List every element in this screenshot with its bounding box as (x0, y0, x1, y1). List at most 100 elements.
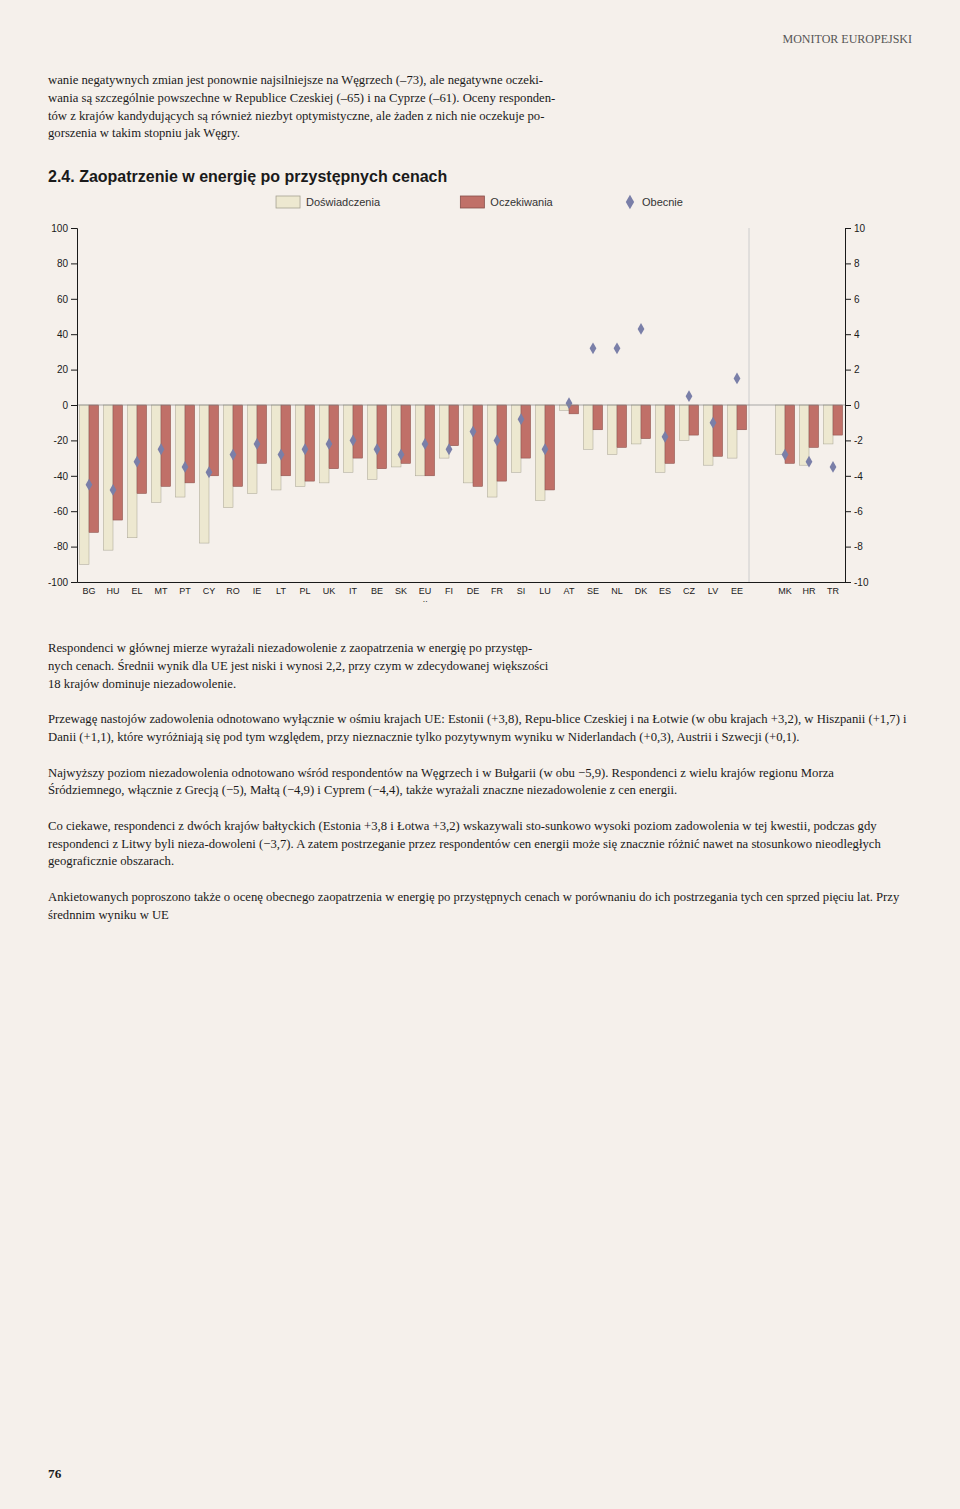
tick-label: SK (395, 586, 407, 596)
tick: DE (467, 582, 480, 596)
bar (487, 405, 497, 497)
tick-label: NL (611, 586, 623, 596)
tick-label: IE (253, 586, 262, 596)
tick-mark (845, 299, 851, 300)
tick-label: -10 (854, 577, 869, 588)
point (206, 466, 213, 478)
text-line: nych cenach. Średnii wynik dla UE jest n… (48, 658, 912, 676)
bar (511, 405, 521, 472)
bar (473, 405, 483, 486)
tick: LT (276, 582, 286, 596)
tick: 100 (51, 223, 77, 234)
zero-line (77, 405, 845, 406)
tick-label: 8 (854, 258, 860, 269)
bar (799, 405, 809, 465)
tick-mark (71, 370, 77, 371)
bar (353, 405, 363, 458)
tick: EU∙∙ (419, 582, 432, 606)
tick-label: LU (539, 586, 551, 596)
y-axis: -100-80-60-40-20020406080100 (48, 223, 78, 588)
tick-mark (71, 263, 77, 264)
tick: SI (517, 582, 526, 596)
axis-line (71, 229, 78, 583)
bar (727, 405, 737, 458)
marks (79, 323, 842, 564)
tick-mark (71, 299, 77, 300)
axis-line (846, 229, 852, 583)
tick-label: BE (371, 586, 383, 596)
legend-swatch (460, 196, 484, 208)
bar (247, 405, 257, 494)
tick: 0 (845, 400, 860, 411)
point (686, 390, 693, 402)
tick-mark (71, 228, 77, 229)
tick-label: DK (635, 586, 648, 596)
tick-label: 100 (51, 223, 68, 234)
point (830, 461, 837, 473)
point (86, 479, 93, 491)
tick: -60 (54, 506, 77, 517)
tick-label: 80 (57, 258, 69, 269)
point (182, 461, 189, 473)
tick-label: RO (226, 586, 240, 596)
tick: CZ (683, 582, 695, 596)
tick: SE (587, 582, 599, 596)
tick: 4 (845, 329, 860, 340)
tick-mark (845, 228, 851, 229)
bar (631, 405, 641, 444)
text-line: wanie negatywnych zmian jest ponownie na… (48, 72, 912, 90)
point (422, 438, 429, 450)
bar-series (89, 405, 843, 532)
tick-label: -40 (54, 471, 69, 482)
bar (295, 405, 305, 486)
tick-label: CZ (683, 586, 695, 596)
point (374, 443, 381, 455)
legend-swatch (276, 196, 300, 208)
tick-label: -6 (854, 506, 863, 517)
tick-label: 0 (62, 400, 68, 411)
tick-label: 6 (854, 294, 860, 305)
tick: EE (731, 582, 743, 596)
bar (521, 405, 531, 458)
tick-label: -60 (54, 506, 69, 517)
tick-mark (845, 405, 851, 406)
tick-label: -20 (54, 435, 69, 446)
tick-label: SI (517, 586, 526, 596)
point (350, 435, 357, 447)
text-line: gorszenia w takim stopniu jak Węgry. (48, 125, 912, 143)
tick-label: PT (179, 586, 191, 596)
legend-item: Doświadczenia (276, 196, 381, 208)
tick: MK (778, 582, 792, 596)
tick-label: 60 (57, 294, 69, 305)
tick-label: 10 (854, 223, 866, 234)
tick: -10 (845, 577, 869, 588)
tick: LV (708, 582, 718, 596)
point (662, 431, 669, 443)
tick-mark (845, 334, 851, 335)
tick-mark (71, 405, 77, 406)
body-text: Respondenci w głównej mierze wyrażali ni… (48, 640, 912, 942)
tick: NL (611, 582, 623, 596)
bar (367, 405, 377, 479)
tick-mark (71, 547, 77, 548)
point (158, 443, 165, 455)
tick-label: CY (203, 586, 216, 596)
y2-axis: -10-8-6-4-20246810 (845, 223, 869, 588)
bar (233, 405, 243, 486)
bar (641, 405, 651, 439)
text-line: tów z krajów kandydujących są również ni… (48, 108, 912, 126)
bar (593, 405, 603, 430)
tick-label: SE (587, 586, 599, 596)
bar (175, 405, 185, 497)
tick-mark (71, 511, 77, 512)
tick-label: 2 (854, 364, 860, 375)
tick: SK (395, 582, 407, 596)
point (302, 443, 309, 455)
point-series (86, 323, 837, 496)
bar (305, 405, 315, 481)
tick: IT (349, 582, 358, 596)
tick-label: UK (323, 586, 336, 596)
tick-mark (71, 334, 77, 335)
tick-label: EU∙∙ (419, 586, 432, 606)
paragraph: Co ciekawe, respondenci z dwóch krajów b… (48, 818, 912, 871)
